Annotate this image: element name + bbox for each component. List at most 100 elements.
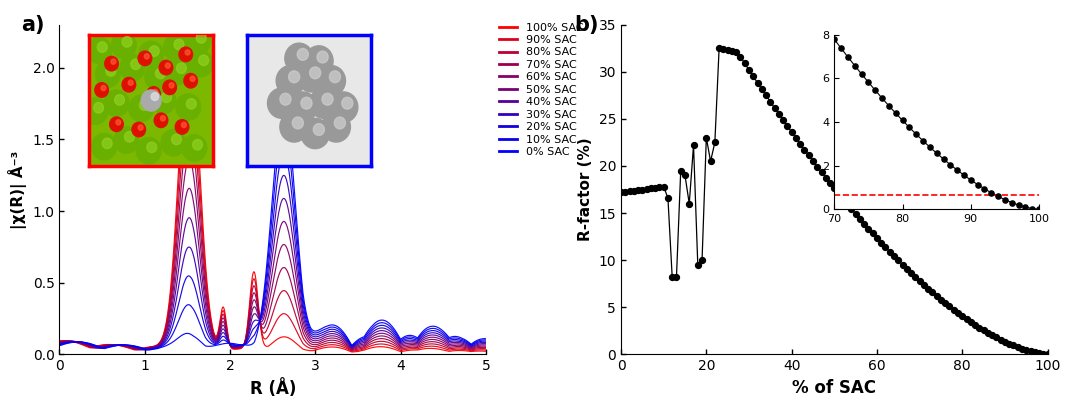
Point [711, 45, 728, 52]
Point [834, 196, 851, 202]
Point [783, 129, 800, 136]
Point [899, 266, 916, 272]
Y-axis label: |χ(R)| Å⁻³: |χ(R)| Å⁻³ [8, 150, 27, 229]
Point [715, 46, 732, 52]
Point [651, 184, 669, 191]
Point [770, 111, 787, 117]
Point [724, 48, 741, 54]
Point [980, 329, 997, 336]
Point [941, 303, 958, 310]
Point [975, 327, 993, 333]
Point [923, 289, 941, 296]
Point [984, 332, 1001, 338]
Point [907, 274, 924, 280]
Point [667, 274, 685, 281]
Point [706, 139, 724, 146]
Point [818, 174, 835, 181]
Point [796, 146, 813, 153]
Point [654, 183, 672, 190]
Point [910, 278, 928, 284]
Point [903, 270, 920, 276]
X-axis label: R (Å): R (Å) [249, 379, 296, 398]
Point [971, 324, 988, 331]
Point [860, 225, 877, 232]
Y-axis label: R-factor (%): R-factor (%) [578, 138, 593, 241]
Point [800, 152, 818, 159]
Point [919, 286, 936, 292]
X-axis label: % of SAC: % of SAC [793, 379, 876, 397]
Point [663, 274, 680, 281]
Point [993, 336, 1010, 343]
Point [996, 338, 1013, 345]
Point [1039, 351, 1056, 358]
Point [737, 60, 754, 67]
Point [659, 195, 676, 201]
Point [1030, 350, 1048, 357]
Point [693, 257, 711, 263]
Point [1004, 342, 1022, 349]
Point [672, 167, 689, 174]
Point [962, 318, 980, 325]
Point [621, 188, 638, 194]
Point [774, 117, 792, 123]
Point [868, 235, 886, 241]
Point [877, 244, 894, 250]
Point [617, 188, 634, 195]
Point [761, 98, 779, 105]
Point [698, 134, 715, 141]
Point [732, 54, 750, 60]
Point [728, 49, 745, 55]
Point [1000, 340, 1017, 347]
Point [886, 253, 903, 260]
Point [741, 67, 758, 73]
Text: a): a) [21, 15, 44, 35]
Point [625, 187, 643, 194]
Point [748, 80, 766, 86]
Point [936, 300, 954, 306]
Point [949, 309, 967, 316]
Point [809, 163, 826, 170]
Point [1022, 348, 1039, 355]
Point [988, 334, 1005, 341]
Point [928, 293, 945, 299]
Point [1013, 345, 1030, 352]
Point [958, 316, 975, 322]
Point [1017, 347, 1035, 353]
Point [851, 216, 868, 222]
Point [766, 105, 783, 111]
Point [1026, 349, 1043, 356]
Point [612, 189, 630, 196]
Point [630, 187, 647, 193]
Point [643, 185, 660, 192]
Point [864, 230, 881, 237]
Point [1009, 344, 1026, 351]
Text: b): b) [575, 15, 598, 35]
Point [779, 123, 796, 129]
Point [685, 142, 702, 149]
Point [915, 281, 932, 288]
Point [805, 158, 822, 164]
Point [842, 206, 860, 212]
Point [689, 262, 706, 268]
Point [932, 296, 949, 303]
Point [945, 307, 962, 313]
Point [847, 211, 864, 218]
Point [634, 186, 651, 193]
Point [894, 262, 912, 268]
Point [638, 186, 656, 192]
Point [873, 239, 890, 246]
Point [792, 140, 809, 147]
Point [1035, 351, 1052, 357]
Point [757, 92, 774, 99]
Point [744, 73, 761, 80]
Legend: 100% SAC, 90% SAC, 80% SAC, 70% SAC, 60% SAC, 50% SAC, 40% SAC, 30% SAC, 20% SAC: 100% SAC, 90% SAC, 80% SAC, 70% SAC, 60%… [495, 18, 588, 162]
Point [825, 185, 842, 192]
Point [881, 248, 899, 255]
Point [829, 190, 847, 197]
Point [719, 47, 737, 54]
Point [813, 169, 831, 176]
Point [967, 321, 984, 328]
Point [702, 158, 719, 164]
Point [680, 200, 698, 207]
Point [787, 135, 805, 141]
